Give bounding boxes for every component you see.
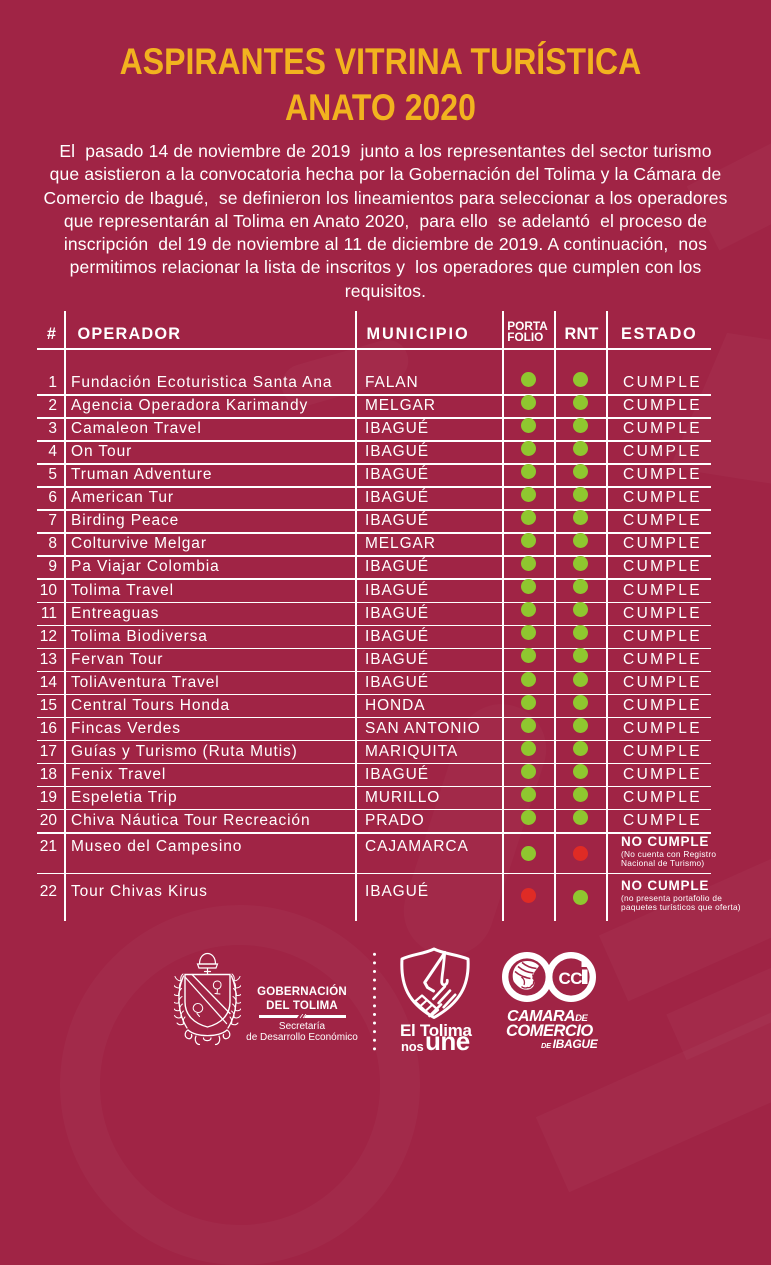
svg-text:CC: CC — [558, 969, 582, 988]
